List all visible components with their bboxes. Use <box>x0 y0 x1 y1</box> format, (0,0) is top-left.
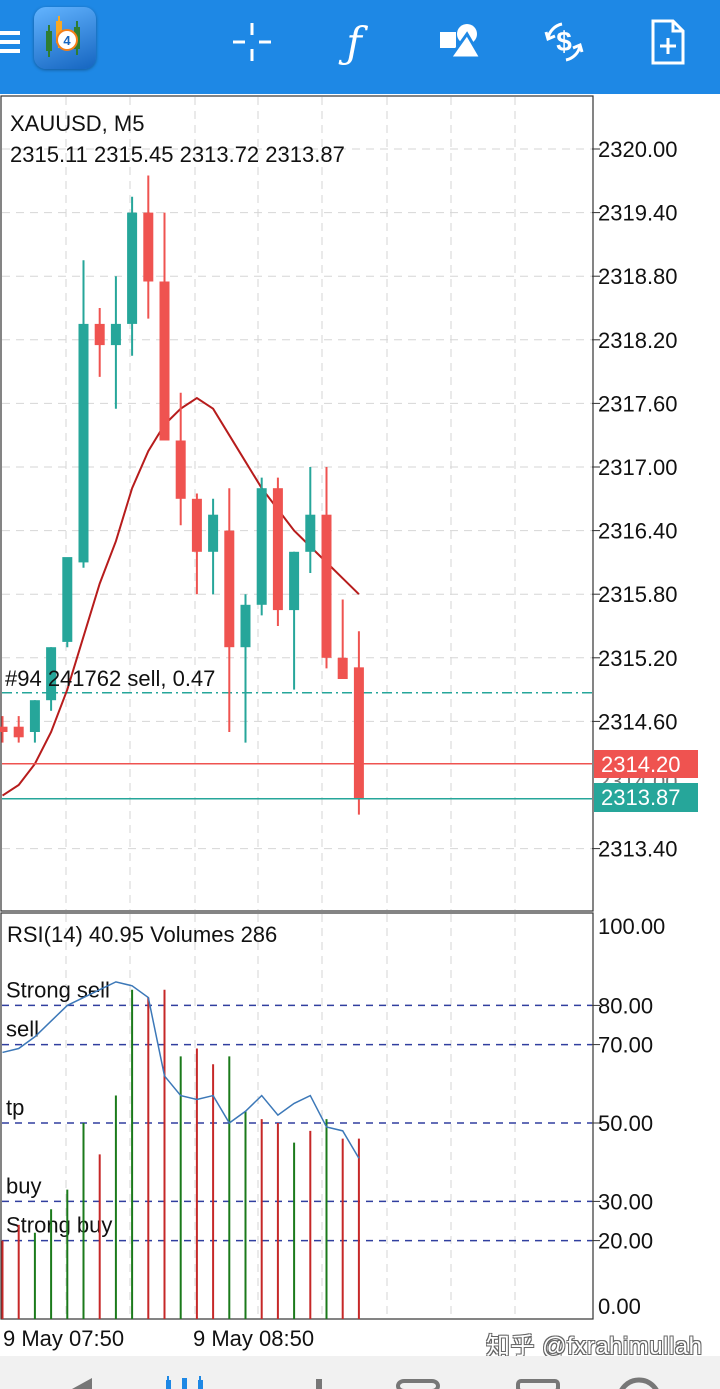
candle-body[interactable] <box>272 488 283 611</box>
candle-body[interactable] <box>110 323 121 346</box>
price-tick-label: 2317.00 <box>598 455 678 480</box>
bid-price-text: 2313.87 <box>601 785 681 810</box>
symbol-label: XAUUSD, M5 <box>10 111 144 136</box>
nav-messages-icon[interactable] <box>516 1379 560 1389</box>
ohlc-label: 2315.11 2315.45 2313.72 2313.87 <box>10 142 345 167</box>
ask-price-badge <box>594 750 698 778</box>
candle-body[interactable] <box>46 647 57 701</box>
app-logo-icon[interactable]: 4 <box>34 7 96 69</box>
candle-body[interactable] <box>127 212 138 324</box>
candle-body[interactable] <box>208 514 219 552</box>
price-tick-label: 2315.20 <box>598 646 678 671</box>
candle-body[interactable] <box>305 514 316 552</box>
candle-body[interactable] <box>256 488 267 605</box>
rsi-level-tick: 50.00 <box>598 1111 653 1136</box>
indicators-glyph: ƒ <box>346 17 362 67</box>
ask-price-text: 2314.20 <box>601 752 681 777</box>
rsi-level-tick: 30.00 <box>598 1189 653 1214</box>
candle-body[interactable] <box>62 557 73 642</box>
menu-icon[interactable] <box>0 12 42 72</box>
nav-history-icon[interactable] <box>396 1379 440 1389</box>
time-label-2: 9 May 08:50 <box>193 1326 314 1351</box>
price-tick-label: 2318.80 <box>598 264 678 289</box>
order-label[interactable]: #94 241762 sell, 0.47 <box>5 666 215 691</box>
nav-settings-icon[interactable] <box>619 1377 659 1389</box>
price-tick-label: 2315.80 <box>598 582 678 607</box>
candle-body[interactable] <box>0 726 8 732</box>
new-order-icon[interactable] <box>637 12 697 72</box>
bid-price-badge <box>594 783 698 812</box>
rsi-level-tick: 20.00 <box>598 1229 653 1254</box>
rsi-header: RSI(14) 40.95 Volumes 286 <box>7 922 277 947</box>
volume-bars-group <box>1 989 360 1319</box>
chart-svg[interactable]: 2320.00 2319.40 2318.80 2318.20 2317.60 2317.… <box>0 94 720 1356</box>
price-tick-label: 2316.40 <box>598 519 678 544</box>
rsi-level-label: tp <box>6 1095 24 1120</box>
price-tick-label: 2318.20 <box>598 328 678 353</box>
rsi-level-tick: 80.00 <box>598 993 653 1018</box>
rsi-level-label: buy <box>6 1173 41 1198</box>
main-chart-frame <box>0 95 594 912</box>
indicators-icon[interactable]: ƒ <box>324 12 384 72</box>
nav-chart-icon[interactable] <box>166 1376 203 1389</box>
rsi-level-label: Strong buy <box>6 1213 112 1238</box>
rsi-line <box>2 981 360 1159</box>
time-label-1: 9 May 07:50 <box>3 1326 124 1351</box>
candle-body[interactable] <box>224 530 235 648</box>
rsi-level-label: Strong sell <box>6 977 110 1002</box>
candle-body[interactable] <box>289 551 300 611</box>
svg-text:$: $ <box>556 26 572 57</box>
price-tick-label: 2313.40 <box>598 837 678 862</box>
candle-body[interactable] <box>191 498 202 552</box>
watermark: 知乎 @fxrahimullah <box>486 1333 703 1360</box>
symbols-icon[interactable]: $ <box>534 12 594 72</box>
rsi-line-group <box>2 981 360 1159</box>
crosshair-icon[interactable] <box>222 12 282 72</box>
candle-body[interactable] <box>175 440 186 499</box>
price-tick-label: 2314.60 <box>598 709 678 734</box>
price-lines-group <box>2 763 592 800</box>
price-tick-label: 2320.00 <box>598 137 678 162</box>
candle-body[interactable] <box>321 514 332 658</box>
price-tick-label: 2319.40 <box>598 201 678 226</box>
bottom-nav-bar <box>0 1356 720 1389</box>
nav-quotes-icon[interactable] <box>72 1378 92 1389</box>
candle-body[interactable] <box>353 667 364 799</box>
rsi-tick-bottom: 0.00 <box>598 1294 641 1319</box>
candles-group[interactable] <box>0 175 364 815</box>
candle-body[interactable] <box>143 212 154 282</box>
top-toolbar: 4 ƒ $ <box>0 0 720 94</box>
price-axis: 2320.00 2319.40 2318.80 2318.20 2317.60 2317.… <box>592 137 678 862</box>
svg-text:4: 4 <box>63 33 71 48</box>
rsi-level-tick: 70.00 <box>598 1033 653 1058</box>
candle-body[interactable] <box>159 281 170 441</box>
chart-area[interactable]: 2320.00 2319.40 2318.80 2318.20 2317.60 2317.… <box>0 94 720 1356</box>
candle-body[interactable] <box>337 657 348 679</box>
candle-body[interactable] <box>94 323 105 346</box>
price-tick-label: 2317.60 <box>598 391 678 416</box>
candle-body[interactable] <box>240 604 251 648</box>
objects-icon[interactable] <box>429 12 489 72</box>
rsi-panel-frame <box>0 912 594 1320</box>
rsi-levels-group: Strong sell80.00sell70.00tp50.00buy30.00… <box>2 977 653 1254</box>
candle-body[interactable] <box>29 700 40 732</box>
nav-trade-icon[interactable] <box>316 1379 322 1389</box>
candle-body[interactable] <box>78 323 89 563</box>
candle-body[interactable] <box>13 726 24 738</box>
rsi-tick-top: 100.00 <box>598 914 665 939</box>
